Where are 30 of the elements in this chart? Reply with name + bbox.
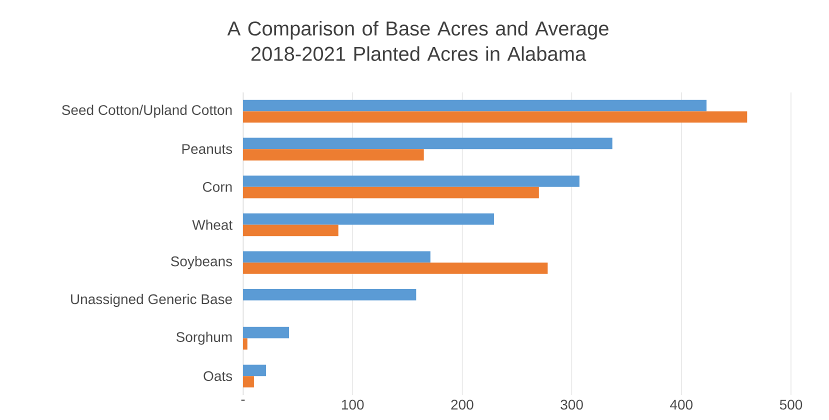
y-tick-label: Peanuts (182, 144, 232, 154)
x-tick-label: 400 (670, 400, 693, 410)
x-tick-label: 500 (780, 400, 802, 410)
bar (243, 186, 539, 198)
y-tick-label: Wheat (192, 220, 232, 230)
bar (243, 262, 548, 274)
bar (243, 376, 254, 388)
bar (243, 213, 494, 225)
y-tick-label: Corn (202, 182, 232, 192)
bar (243, 364, 266, 376)
x-tick-label: 200 (451, 400, 474, 410)
bar (243, 326, 290, 338)
y-tick-label: Unassigned Generic Base (71, 294, 232, 307)
bar (243, 251, 430, 263)
x-tick-label: 100 (342, 400, 364, 410)
bar (243, 149, 424, 160)
y-tick-label: Soybeans (170, 256, 232, 270)
chart-title: A Comparison of Base Acres and Average 2018-2021 Planted Acres in Alabama (227, 20, 608, 61)
bar (243, 111, 748, 123)
bar (243, 289, 416, 300)
y-tick-label: Seed Cotton/Upland Cotton (62, 104, 232, 118)
x-tick-label: - (241, 400, 245, 401)
y-tick-label: Oats (204, 371, 232, 382)
y-tick-label: Sorghum (176, 332, 232, 345)
bar (243, 176, 580, 187)
bar (243, 224, 338, 236)
bar (243, 138, 612, 150)
bar (243, 338, 248, 350)
bar (243, 100, 707, 112)
x-tick-label: 300 (560, 400, 583, 410)
